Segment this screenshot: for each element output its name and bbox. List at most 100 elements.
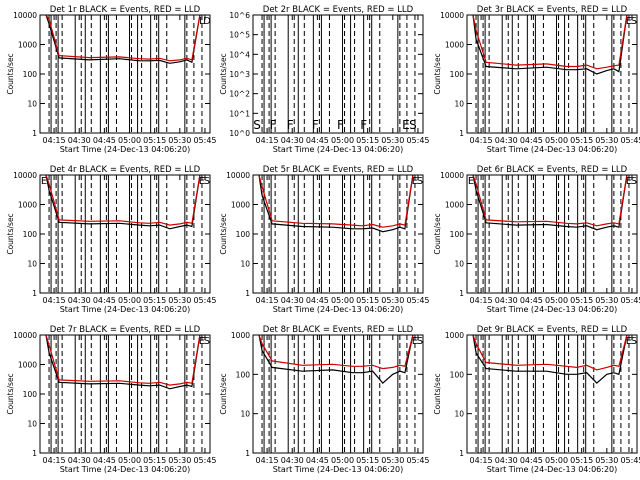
event-marker: D xyxy=(203,16,211,27)
x-tick-label: 05:00 xyxy=(118,456,141,465)
x-tick-label: 05:30 xyxy=(381,296,404,305)
y-tick-label: 1000 xyxy=(445,41,464,50)
x-tick-label: 04:45 xyxy=(520,296,543,305)
x-tick-label: 04:45 xyxy=(93,456,116,465)
panel-title: Det 8r BLACK = Events, RED = LLD xyxy=(263,325,414,335)
x-tick-label: 05:30 xyxy=(595,456,618,465)
series-events-line xyxy=(45,334,201,390)
x-tick-label: 04:45 xyxy=(93,296,116,305)
y-tick-label: 1000 xyxy=(445,201,464,210)
y-tick-label: 1 xyxy=(245,289,250,298)
event-marker: L xyxy=(199,16,205,27)
series-lld-line xyxy=(45,14,201,62)
panel-title: Det 6r BLACK = Events, RED = LLD xyxy=(477,165,628,175)
event-marker: E xyxy=(199,176,205,187)
x-tick-label: 05:45 xyxy=(620,296,640,305)
x-tick-label: 04:30 xyxy=(68,136,91,145)
x-tick-label: 04:30 xyxy=(281,296,304,305)
x-tick-label: 05:15 xyxy=(143,296,166,305)
event-marker: E xyxy=(402,118,410,132)
y-axis-label: Counts/sec xyxy=(433,53,442,94)
x-tick-label: 05:15 xyxy=(356,456,379,465)
y-tick-label: 10 xyxy=(240,410,250,419)
x-tick-label: 05:15 xyxy=(356,136,379,145)
x-tick-label: 04:15 xyxy=(256,296,279,305)
y-tick-label: 10000 xyxy=(440,11,464,20)
y-tick-label: 100 xyxy=(450,370,465,379)
x-tick-label: 05:30 xyxy=(381,456,404,465)
x-tick-label: 05:00 xyxy=(331,456,354,465)
panel-title: Det 1r BLACK = Events, RED = LLD xyxy=(50,5,201,15)
x-axis-label: Start Time (24-Dec-13 04:06:20) xyxy=(487,465,618,474)
x-axis-label: Start Time (24-Dec-13 04:06:20) xyxy=(60,465,191,474)
y-tick-label: 1000 xyxy=(18,41,37,50)
series-lld-line xyxy=(45,174,201,226)
x-tick-label: 05:45 xyxy=(406,136,429,145)
x-tick-label: 05:45 xyxy=(406,296,429,305)
event-marker: S xyxy=(417,176,423,187)
y-tick-label: 1 xyxy=(32,129,37,138)
x-tick-label: 04:30 xyxy=(68,456,91,465)
plot-frame xyxy=(466,334,638,454)
y-tick-label: 10000 xyxy=(13,171,37,180)
y-tick-label: 100 xyxy=(450,70,465,79)
panel-title: Det 3r BLACK = Events, RED = LLD xyxy=(477,5,628,15)
y-axis-label: Counts/sec xyxy=(219,373,228,414)
series-lld-line xyxy=(472,174,628,227)
y-tick-label: 10000 xyxy=(13,331,37,340)
event-marker: S xyxy=(631,336,637,347)
event-marker: E xyxy=(468,176,474,187)
y-tick-label: 10^0 xyxy=(229,129,250,138)
x-tick-label: 05:15 xyxy=(570,296,593,305)
x-tick-label: 05:15 xyxy=(143,456,166,465)
series-events-line xyxy=(472,334,628,384)
x-tick-label: 05:30 xyxy=(595,296,618,305)
y-tick-label: 10^1 xyxy=(229,109,250,118)
x-tick-label: 04:15 xyxy=(470,296,493,305)
x-axis-label: Start Time (24-Dec-13 04:06:20) xyxy=(60,305,191,314)
y-tick-label: 1 xyxy=(245,449,250,458)
x-axis-label: Start Time (24-Dec-13 04:06:20) xyxy=(273,465,404,474)
panel-title: Det 4r BLACK = Events, RED = LLD xyxy=(50,165,201,175)
y-tick-label: 1000 xyxy=(231,201,250,210)
y-axis-label: Counts/sec xyxy=(433,213,442,254)
y-tick-label: 10 xyxy=(454,100,464,109)
event-marker: S xyxy=(631,176,637,187)
x-tick-label: 04:15 xyxy=(43,136,66,145)
x-tick-label: 04:45 xyxy=(306,456,329,465)
x-tick-label: 04:45 xyxy=(520,136,543,145)
x-tick-label: 05:45 xyxy=(193,136,216,145)
y-tick-label: 100 xyxy=(23,390,38,399)
y-tick-label: 100 xyxy=(23,70,38,79)
y-tick-label: 10^2 xyxy=(229,90,250,99)
x-tick-label: 04:45 xyxy=(93,136,116,145)
series-events-line xyxy=(472,174,628,231)
y-axis-label: Counts/sec xyxy=(6,53,15,94)
x-tick-label: 04:45 xyxy=(520,456,543,465)
x-tick-label: 05:00 xyxy=(118,136,141,145)
series-events-line xyxy=(258,174,414,233)
x-tick-label: 04:30 xyxy=(281,136,304,145)
x-tick-label: 05:30 xyxy=(381,136,404,145)
y-tick-label: 10 xyxy=(27,100,37,109)
x-tick-label: 05:15 xyxy=(356,296,379,305)
series-events-line xyxy=(45,14,201,64)
x-tick-label: 05:15 xyxy=(570,456,593,465)
series-events-line xyxy=(258,334,414,384)
x-tick-label: 04:15 xyxy=(470,456,493,465)
x-tick-label: 04:45 xyxy=(306,136,329,145)
y-tick-label: 100 xyxy=(236,370,251,379)
event-marker: E xyxy=(412,336,418,347)
event-marker: E xyxy=(41,176,47,187)
event-marker: S xyxy=(204,336,210,347)
event-marker: E xyxy=(626,176,632,187)
event-marker: F xyxy=(287,118,294,132)
x-tick-label: 05:00 xyxy=(331,296,354,305)
y-tick-label: 10 xyxy=(454,410,464,419)
event-marker: E xyxy=(199,336,205,347)
